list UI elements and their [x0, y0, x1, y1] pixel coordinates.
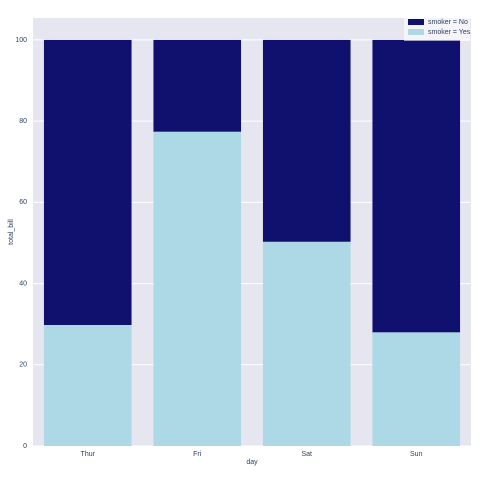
x-axis-title: day — [246, 459, 258, 466]
bar-segment — [43, 39, 132, 325]
y-tick-label: 20 — [19, 362, 27, 369]
x-tick-label: Sat — [301, 451, 312, 458]
x-tick-label: Thur — [81, 451, 96, 458]
legend-label: smoker = Yes — [428, 29, 471, 36]
bar-segment — [372, 332, 461, 446]
bar-segment — [153, 39, 242, 132]
y-tick-label: 60 — [19, 199, 27, 206]
x-tick-label: Sun — [410, 451, 423, 458]
y-tick-label: 0 — [23, 443, 27, 450]
bar-segment — [43, 324, 132, 446]
legend-label: smoker = No — [428, 19, 468, 26]
bar-segment — [372, 39, 461, 333]
y-tick-label: 100 — [15, 37, 27, 44]
legend-swatch — [408, 19, 424, 25]
y-axis-title: total_bill — [8, 219, 15, 245]
y-tick-label: 40 — [19, 280, 27, 287]
y-tick-label: 80 — [19, 118, 27, 125]
bar-segment — [262, 241, 351, 446]
bar-segment — [262, 39, 351, 242]
bar-segment — [153, 131, 242, 446]
x-tick-label: Fri — [193, 451, 202, 458]
legend-swatch — [408, 29, 424, 35]
